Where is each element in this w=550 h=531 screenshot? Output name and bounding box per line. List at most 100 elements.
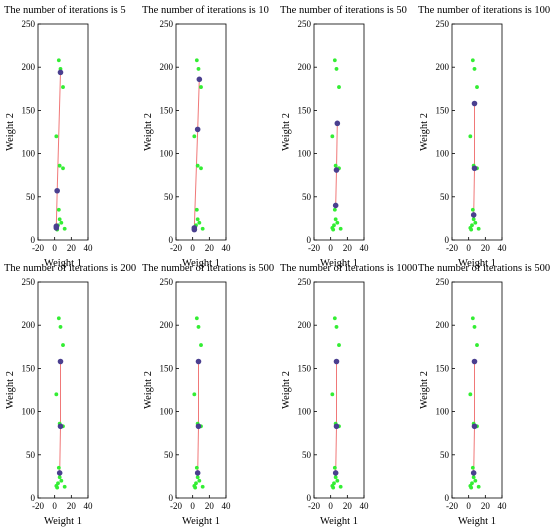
y-tick-label: 0: [31, 235, 36, 245]
x-tick-label: -20: [308, 243, 320, 253]
sample-point: [470, 207, 475, 212]
sample-point: [57, 163, 62, 168]
neuron-point: [333, 358, 340, 365]
x-tick-label: 40: [84, 243, 94, 253]
axes-frame: [37, 23, 89, 241]
y-axis-label: Weight 2: [281, 371, 292, 409]
sample-point: [333, 475, 338, 480]
neuron-point: [470, 212, 477, 218]
sample-point: [193, 485, 198, 490]
sample-point: [476, 226, 481, 231]
neuron-point: [195, 358, 202, 365]
neuron-point: [333, 423, 340, 430]
sample-point: [338, 226, 343, 231]
sample-point: [194, 465, 199, 470]
x-tick-label: 20: [481, 501, 491, 511]
subplot-title: The number of iterations is 50: [280, 5, 407, 16]
x-tick-label: 0: [52, 501, 57, 511]
y-tick-label: 100: [160, 149, 174, 159]
x-tick-label: -20: [32, 243, 44, 253]
sample-point: [196, 67, 201, 71]
sample-point: [473, 220, 478, 225]
y-tick-label: 250: [436, 277, 450, 287]
sample-point: [62, 226, 67, 231]
sample-point: [331, 485, 336, 490]
sample-point: [332, 465, 337, 470]
sample-point: [338, 484, 343, 489]
neuron-point: [332, 202, 339, 209]
y-axis-label: Weight 2: [419, 113, 430, 151]
subplot-title: The number of iterations is 500: [142, 263, 274, 274]
x-axis-label: Weight 1: [182, 258, 220, 269]
neuron-point: [54, 187, 60, 194]
y-tick-label: 200: [298, 62, 312, 72]
subplot-title: The number of iterations is 100: [418, 5, 550, 16]
sample-point: [195, 475, 200, 480]
y-axis-label: Weight 2: [5, 371, 16, 409]
subplot-title: The number of iterations is 200: [4, 263, 136, 274]
subplot-title: The number of iterations is 5000: [418, 263, 550, 274]
y-tick-label: 0: [445, 493, 450, 503]
neuron-connection-line: [335, 361, 337, 473]
y-tick-label: 100: [436, 407, 450, 417]
y-tick-label: 100: [298, 149, 312, 159]
y-tick-label: 100: [22, 149, 36, 159]
neuron-point: [195, 423, 202, 430]
y-tick-label: 250: [160, 19, 174, 29]
y-tick-label: 150: [22, 105, 36, 115]
x-axis-label: Weight 1: [44, 258, 82, 269]
y-tick-label: 250: [298, 277, 312, 287]
sample-point: [334, 67, 339, 71]
subplot-3: The number of iterations is 50 0 50 100 150 2…: [280, 5, 407, 269]
sample-point: [468, 392, 473, 397]
x-axis-label: Weight 1: [458, 258, 496, 269]
subplot-8: The number of iterations is 5000 0 50 100 15…: [418, 263, 550, 527]
sample-point: [57, 217, 62, 222]
x-axis-label: Weight 1: [182, 516, 220, 527]
neuron-point: [334, 120, 341, 127]
neuron-point: [191, 226, 198, 233]
sample-point: [470, 465, 475, 470]
axes-frame: [313, 281, 365, 499]
sample-point: [199, 343, 203, 347]
neuron-point: [56, 470, 63, 476]
neuron-point: [332, 470, 339, 476]
x-tick-label: 0: [328, 243, 333, 253]
sample-point: [333, 163, 338, 168]
y-tick-label: 50: [440, 450, 450, 460]
sample-point: [56, 207, 61, 212]
sample-point: [194, 207, 199, 212]
x-tick-label: 0: [328, 501, 333, 511]
x-tick-label: 40: [84, 501, 94, 511]
sample-point: [476, 484, 481, 489]
y-tick-label: 150: [436, 363, 450, 373]
y-tick-label: 0: [307, 493, 312, 503]
x-tick-label: 20: [67, 501, 77, 511]
x-tick-label: 0: [466, 501, 471, 511]
y-tick-label: 250: [22, 277, 36, 287]
sample-point: [475, 85, 479, 89]
y-tick-label: 50: [164, 192, 174, 202]
x-tick-label: -20: [308, 501, 320, 511]
axes-frame: [37, 281, 89, 499]
subplot-7: The number of iterations is 1000 0 50 100 15…: [280, 263, 417, 527]
sample-point: [335, 220, 340, 225]
neuron-point: [53, 225, 60, 231]
sample-point: [332, 58, 337, 63]
y-tick-label: 0: [445, 235, 450, 245]
sample-point: [332, 207, 337, 212]
sample-point: [56, 58, 61, 63]
sample-point: [54, 392, 59, 397]
sample-point: [55, 485, 60, 490]
x-axis-label: Weight 1: [44, 516, 82, 527]
y-tick-label: 150: [436, 105, 450, 115]
subplot-title: The number of iterations is 1000: [280, 263, 417, 274]
subplot-4: The number of iterations is 100 0 50 100 150…: [418, 5, 550, 269]
neuron-point: [57, 358, 64, 365]
y-tick-label: 250: [22, 19, 36, 29]
sample-point: [197, 220, 202, 225]
y-tick-label: 150: [160, 105, 174, 115]
y-tick-label: 0: [169, 493, 174, 503]
sample-point: [469, 227, 474, 232]
sample-point: [472, 67, 477, 71]
